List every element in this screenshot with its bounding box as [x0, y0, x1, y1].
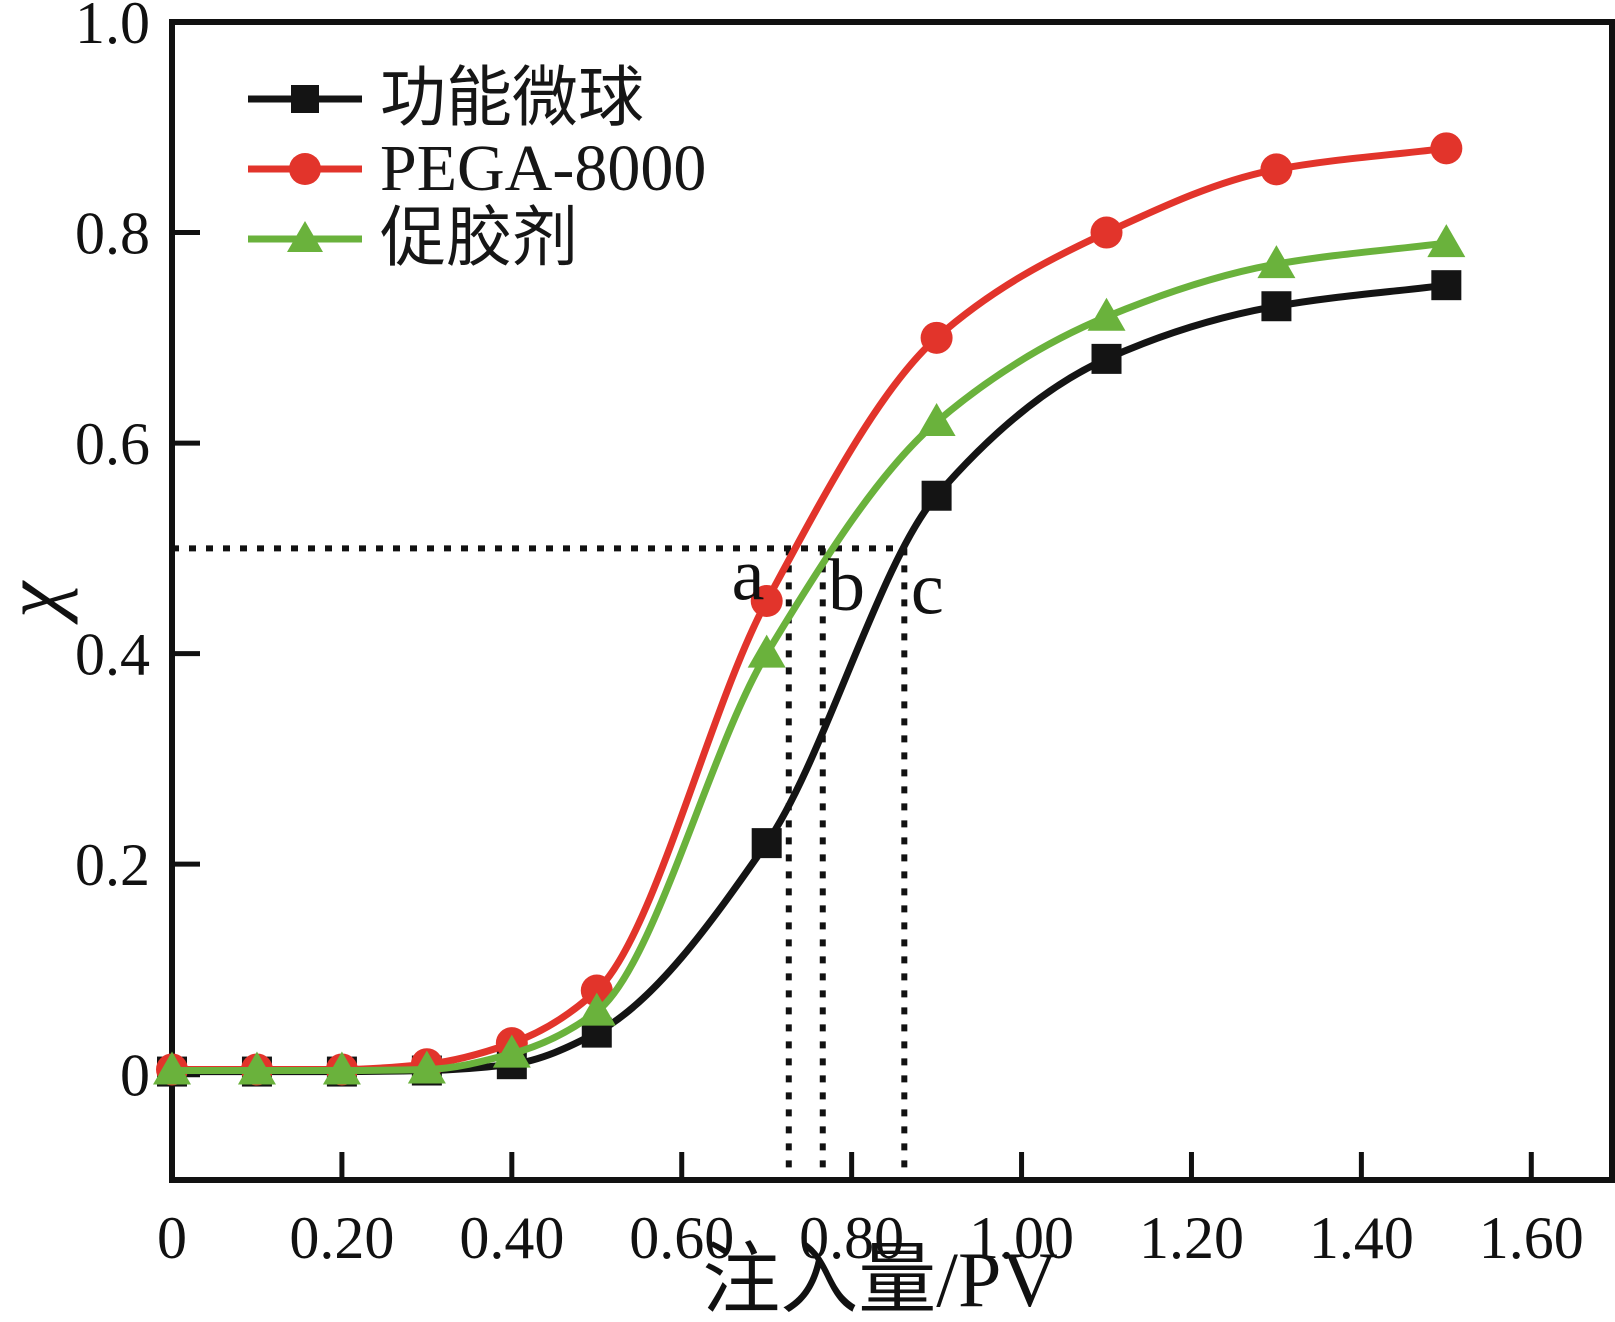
legend: 功能微球 PEGA-8000 促胶剂	[246, 64, 706, 274]
legend-marker-circle	[289, 153, 321, 185]
series-triangle-group	[153, 224, 1466, 1085]
y-axis-label: χ	[0, 555, 78, 645]
series-0-marker	[921, 480, 952, 511]
series-0-marker	[1261, 291, 1292, 322]
series-2-marker	[1427, 224, 1466, 258]
series-square-group	[157, 270, 1462, 1087]
x-tick-label: 0.40	[459, 1205, 564, 1271]
annotation-c: c	[911, 548, 944, 630]
legend-item-microspheres: 功能微球	[246, 64, 706, 134]
legend-square-icon	[248, 85, 362, 113]
legend-marker-triangle	[287, 221, 323, 252]
series-1-marker	[580, 974, 613, 1007]
series-2-marker	[747, 634, 786, 668]
y-tick-label: 0.2	[75, 832, 150, 898]
series-1-line	[171, 144, 1447, 1073]
series-1-marker	[750, 585, 783, 617]
x-tick-label: 1.60	[1479, 1205, 1584, 1271]
series-2-marker	[1257, 245, 1296, 279]
legend-item-pega-8000: PEGA-8000	[246, 134, 706, 204]
legend-label: PEGA-8000	[380, 132, 707, 205]
series-2-marker	[917, 403, 956, 437]
series-2-marker	[237, 1051, 276, 1085]
legend-label: 功能微球	[380, 62, 644, 135]
series-2-marker	[322, 1051, 361, 1085]
series-2-marker	[153, 1051, 191, 1085]
x-tick-label: 1.20	[1139, 1205, 1244, 1271]
legend-swatch-circle-marker	[246, 134, 364, 204]
annotation-a: a	[732, 535, 765, 617]
series-2-marker	[577, 992, 616, 1026]
series-2-marker	[492, 1034, 531, 1068]
legend-swatch-square-marker	[246, 64, 364, 134]
legend-item-gel-promoter: 促胶剂	[246, 204, 706, 274]
x-tick-label: 0.80	[799, 1205, 904, 1271]
series-1-marker	[920, 321, 953, 354]
series-1-marker	[1260, 153, 1293, 186]
x-tick-label: 0.20	[289, 1205, 394, 1271]
y-tick-label: 1.0	[75, 0, 150, 56]
legend-swatch-triangle-marker	[246, 204, 364, 274]
series-0-line	[171, 281, 1447, 1076]
series-0-marker	[1091, 343, 1122, 374]
y-tick-label: 0	[120, 1043, 150, 1109]
series-1-marker	[1090, 216, 1123, 249]
x-tick-label: 1.40	[1309, 1205, 1414, 1271]
y-tick-label: 0.4	[75, 622, 150, 688]
plot-border	[169, 19, 1615, 1183]
series-0-marker	[1431, 270, 1462, 301]
series-2-marker	[1087, 297, 1126, 331]
annotation-b: b	[828, 545, 865, 627]
y-tick-label: 0.8	[75, 201, 150, 267]
legend-circle-icon	[248, 153, 362, 185]
y-tick-label: 0.6	[75, 411, 150, 477]
series-2-line	[172, 239, 1447, 1075]
x-axis-label: 注入量/PV	[702, 1236, 1058, 1322]
series-2-marker	[407, 1050, 446, 1084]
series-0-marker	[751, 828, 782, 859]
x-tick-label: 0.60	[629, 1205, 734, 1271]
legend-label: 促胶剂	[380, 202, 578, 275]
legend-marker-square	[291, 85, 319, 113]
x-tick-label: 1.00	[969, 1205, 1074, 1271]
legend-triangle-icon	[248, 221, 362, 252]
series-1-marker	[1430, 132, 1463, 165]
x-tick-label: 0	[157, 1205, 187, 1271]
